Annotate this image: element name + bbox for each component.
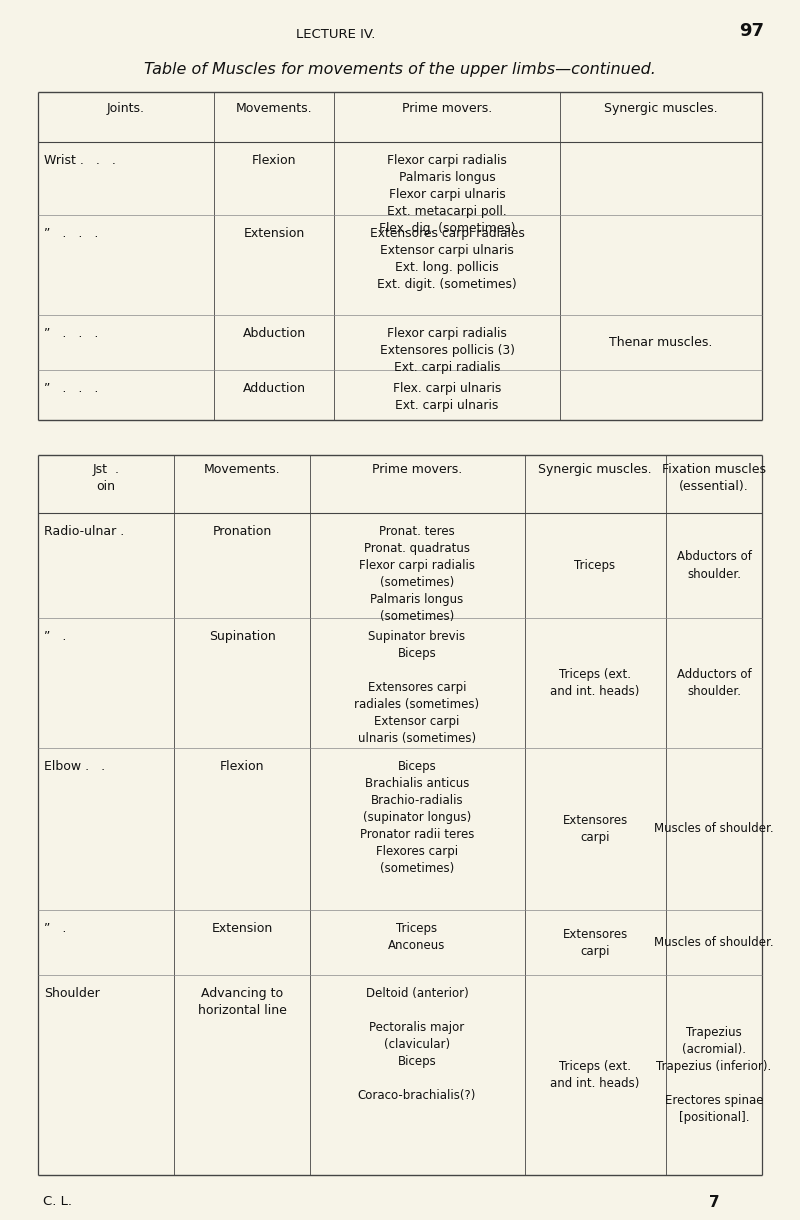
Text: Deltoid (anterior)

Pectoralis major
(clavicular)
Biceps

Coraco-brachialis(?): Deltoid (anterior) Pectoralis major (cla… — [358, 987, 476, 1102]
Text: Prime movers.: Prime movers. — [402, 102, 492, 115]
Text: Flexor carpi radialis
Extensores pollicis (3)
Ext. carpi radialis: Flexor carpi radialis Extensores pollici… — [379, 327, 514, 375]
Text: ”   .: ” . — [44, 922, 66, 935]
Text: Pronat. teres
Pronat. quadratus
Flexor carpi radialis
(sometimes)
Palmaris longu: Pronat. teres Pronat. quadratus Flexor c… — [359, 525, 475, 623]
Text: Muscles of shoulder.: Muscles of shoulder. — [654, 936, 774, 949]
Text: C. L.: C. L. — [43, 1196, 72, 1208]
Text: Extension: Extension — [243, 227, 305, 240]
Text: Extensores carpi radiales
Extensor carpi ulnaris
Ext. long. pollicis
Ext. digit.: Extensores carpi radiales Extensor carpi… — [370, 227, 525, 292]
Text: Extensores
carpi: Extensores carpi — [562, 927, 628, 958]
Text: Triceps (ext.
and int. heads): Triceps (ext. and int. heads) — [550, 669, 640, 698]
Text: Trapezius
(acromial).
Trapezius (inferior).

Erectores spinae
[positional].: Trapezius (acromial). Trapezius (inferio… — [656, 1026, 772, 1124]
Text: Triceps: Triceps — [574, 559, 615, 572]
Text: Radio-ulnar .: Radio-ulnar . — [44, 525, 124, 538]
Text: Abduction: Abduction — [242, 327, 306, 340]
Text: Jst  .
oin: Jst . oin — [93, 464, 119, 493]
Text: Adduction: Adduction — [242, 382, 306, 395]
Text: ”   .   .   .: ” . . . — [44, 327, 98, 340]
Text: Triceps (ext.
and int. heads): Triceps (ext. and int. heads) — [550, 1060, 640, 1089]
Text: LECTURE IV.: LECTURE IV. — [296, 28, 376, 41]
Text: Triceps
Anconeus: Triceps Anconeus — [388, 922, 446, 952]
Text: Movements.: Movements. — [204, 464, 280, 476]
Text: ”   .   .   .: ” . . . — [44, 382, 98, 395]
Text: 7: 7 — [709, 1196, 719, 1210]
Text: Extension: Extension — [211, 922, 273, 935]
Text: Pronation: Pronation — [212, 525, 272, 538]
Text: Biceps
Brachialis anticus
Brachio-radialis
(supinator longus)
Pronator radii ter: Biceps Brachialis anticus Brachio-radial… — [360, 760, 474, 875]
Text: Elbow .   .: Elbow . . — [44, 760, 105, 773]
Text: ”   .   .   .: ” . . . — [44, 227, 98, 240]
Text: Adductors of
shoulder.: Adductors of shoulder. — [677, 669, 751, 698]
Text: Thenar muscles.: Thenar muscles. — [610, 336, 713, 349]
Text: Table of Muscles for movements of the upper limbs—continued.: Table of Muscles for movements of the up… — [144, 62, 656, 77]
Text: ”   .: ” . — [44, 630, 66, 643]
Text: Flexor carpi radialis
Palmaris longus
Flexor carpi ulnaris
Ext. metacarpi poll.
: Flexor carpi radialis Palmaris longus Fl… — [378, 154, 515, 235]
Text: Supination: Supination — [209, 630, 275, 643]
Text: Prime movers.: Prime movers. — [372, 464, 462, 476]
Text: Extensores
carpi: Extensores carpi — [562, 814, 628, 844]
Text: Advancing to
horizontal line: Advancing to horizontal line — [198, 987, 286, 1017]
Text: Flex. carpi ulnaris
Ext. carpi ulnaris: Flex. carpi ulnaris Ext. carpi ulnaris — [393, 382, 501, 412]
Text: Joints.: Joints. — [107, 102, 145, 115]
Text: Flexion: Flexion — [220, 760, 264, 773]
Text: Synergic muscles.: Synergic muscles. — [604, 102, 718, 115]
Text: Supinator brevis
Biceps

Extensores carpi
radiales (sometimes)
Extensor carpi
ul: Supinator brevis Biceps Extensores carpi… — [354, 630, 479, 745]
Text: Synergic muscles.: Synergic muscles. — [538, 464, 652, 476]
Text: Shoulder: Shoulder — [44, 987, 100, 1000]
Text: Fixation muscles
(essential).: Fixation muscles (essential). — [662, 464, 766, 493]
Text: Muscles of shoulder.: Muscles of shoulder. — [654, 822, 774, 836]
Text: Flexion: Flexion — [252, 154, 296, 167]
Text: 97: 97 — [739, 22, 765, 40]
Text: Wrist .   .   .: Wrist . . . — [44, 154, 116, 167]
Text: Abductors of
shoulder.: Abductors of shoulder. — [677, 550, 751, 581]
Text: Movements.: Movements. — [236, 102, 312, 115]
